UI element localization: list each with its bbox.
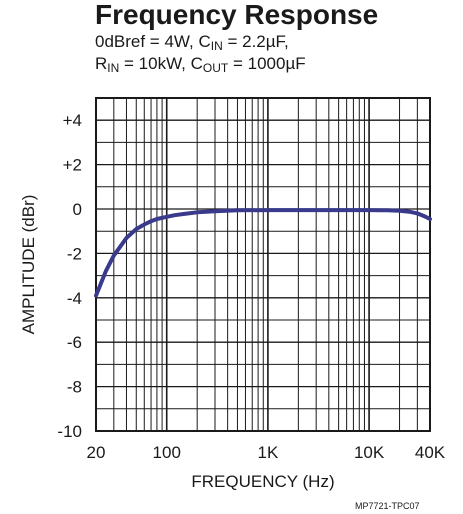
subtitle-text: 0dBref = 4W, C: [95, 32, 211, 51]
plot-frame: [95, 97, 431, 432]
figure-code: MP7721-TPC07: [355, 501, 420, 511]
y-tick-label: +2: [63, 156, 82, 175]
subtitle-text: R: [95, 54, 108, 73]
chart-subtitle-line-1: 0dBref = 4W, CIN = 2.2µF,: [95, 32, 289, 52]
y-tick-label: -4: [67, 289, 82, 308]
y-tick-label: -6: [67, 333, 82, 352]
series-line: [94, 208, 432, 298]
y-tick-label: -10: [57, 422, 82, 441]
x-tick-label: 10K: [354, 443, 385, 462]
subtitle-subscript: OUT: [202, 61, 229, 75]
y-axis-label: AMPLITUDE (dBr): [19, 195, 38, 335]
y-tick-label: -8: [67, 378, 82, 397]
chart-subtitle-line-2: RIN = 10kW, COUT = 1000µF: [95, 54, 306, 74]
x-tick-label: 1K: [258, 443, 279, 462]
y-tick-labels: +4 +2 0 -2 -4 -6 -8 -10: [57, 111, 82, 441]
subtitle-subscript: IN: [107, 61, 120, 75]
x-tick-label: 20: [87, 443, 106, 462]
subtitle-text: = 1000µF: [228, 54, 306, 73]
x-tick-label: 100: [153, 443, 181, 462]
subtitle-subscript: IN: [210, 39, 223, 53]
x-axis-label: FREQUENCY (Hz): [191, 472, 334, 491]
y-tick-label: 0: [73, 200, 82, 219]
chart-title: Frequency Response: [95, 0, 379, 30]
x-tick-label: 40K: [415, 443, 446, 462]
x-tick-labels: 20 100 1K 10K 40K: [87, 443, 446, 462]
subtitle-text: = 10kW, C: [119, 54, 203, 73]
grid: [96, 98, 430, 431]
y-tick-label: -2: [67, 244, 82, 263]
y-tick-label: +4: [63, 111, 82, 130]
subtitle-text: = 2.2µF,: [222, 32, 289, 51]
